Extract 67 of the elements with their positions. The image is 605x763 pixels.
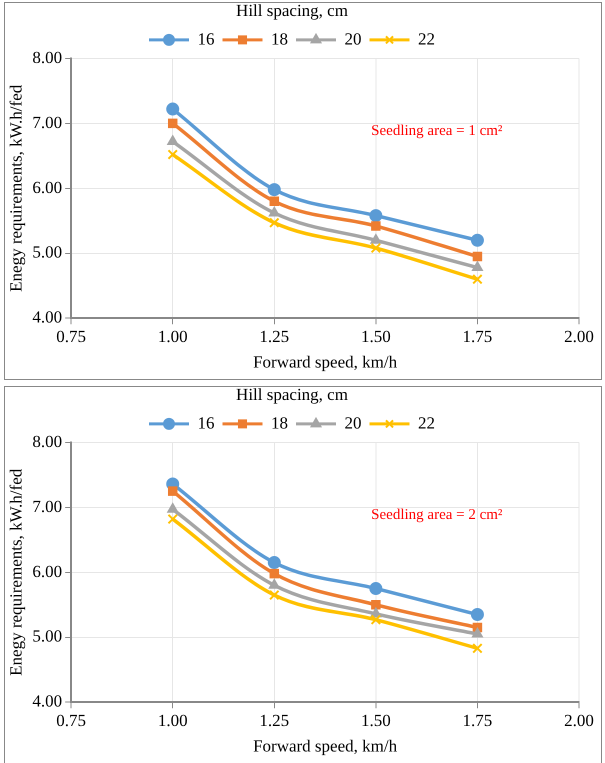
y-tick-label: 5.00 (32, 626, 62, 646)
y-tick-label: 4.00 (32, 692, 62, 711)
y-tick-label: 8.00 (32, 48, 62, 67)
point (167, 514, 178, 524)
legend-label: 18 (271, 413, 288, 432)
point (371, 221, 381, 231)
point (166, 102, 180, 116)
y-axis-title: Enegy requirements, kW.h/fed (6, 84, 26, 292)
y-tick-label: 4.00 (32, 308, 62, 327)
y-tick-label: 6.00 (32, 178, 62, 197)
x-tick-label: 0.75 (56, 326, 86, 346)
point (370, 614, 382, 625)
x-tick-label: 2.00 (564, 710, 594, 730)
point (269, 217, 280, 228)
y-tick-label: 5.00 (32, 242, 62, 262)
annotation: Seedling area = 2 cm² (371, 507, 503, 524)
point (472, 252, 482, 262)
y-tick-label: 6.00 (32, 562, 62, 581)
point (167, 149, 178, 160)
x-tick-label: 1.50 (360, 326, 391, 346)
point (472, 643, 483, 654)
y-tick-label: 7.00 (32, 112, 62, 132)
x-tick-label: 1.00 (158, 710, 188, 730)
point (268, 183, 281, 196)
x-tick-label: 1.25 (259, 326, 290, 346)
y-tick-label: 7.00 (32, 496, 62, 516)
point (168, 486, 178, 496)
legend-label: 22 (418, 413, 435, 432)
legend-label: 16 (198, 413, 214, 432)
point (370, 234, 382, 244)
x-axis-title: Forward speed, km/h (253, 736, 398, 756)
point (472, 628, 484, 638)
legend-title: Hill spacing, cm (236, 0, 348, 20)
y-tick-label: 8.00 (32, 432, 62, 451)
legend-title: Hill spacing, cm (236, 384, 348, 404)
y-axis-title: Enegy requirements, kW.h/fed (6, 468, 26, 676)
legend-label: 18 (271, 29, 288, 48)
x-axis-title: Forward speed, km/h (253, 352, 398, 372)
point (370, 242, 382, 254)
point (168, 118, 178, 128)
x-tick-label: 1.50 (360, 710, 391, 730)
x-tick-label: 2.00 (564, 326, 594, 346)
point (268, 578, 280, 589)
legend-label: 16 (198, 29, 214, 48)
point (167, 502, 178, 513)
x-tick-label: 0.75 (56, 710, 86, 730)
point (472, 261, 484, 272)
legend-label: 22 (418, 29, 435, 48)
point (270, 196, 280, 206)
x-tick-label: 1.00 (158, 326, 188, 346)
point (270, 568, 280, 578)
legend-label: 20 (344, 29, 362, 48)
point (269, 590, 280, 600)
point (369, 582, 382, 596)
annotation: Seedling area = 1 cm² (371, 123, 503, 140)
point (470, 234, 484, 247)
point (470, 608, 484, 622)
point (268, 206, 280, 216)
point (369, 209, 382, 222)
legend-label: 20 (344, 413, 362, 432)
x-tick-label: 1.25 (259, 710, 290, 730)
x-tick-label: 1.75 (462, 326, 492, 346)
x-tick-label: 1.75 (462, 710, 492, 730)
point (268, 556, 281, 570)
point (167, 135, 178, 146)
point (472, 274, 483, 284)
point (371, 600, 381, 610)
